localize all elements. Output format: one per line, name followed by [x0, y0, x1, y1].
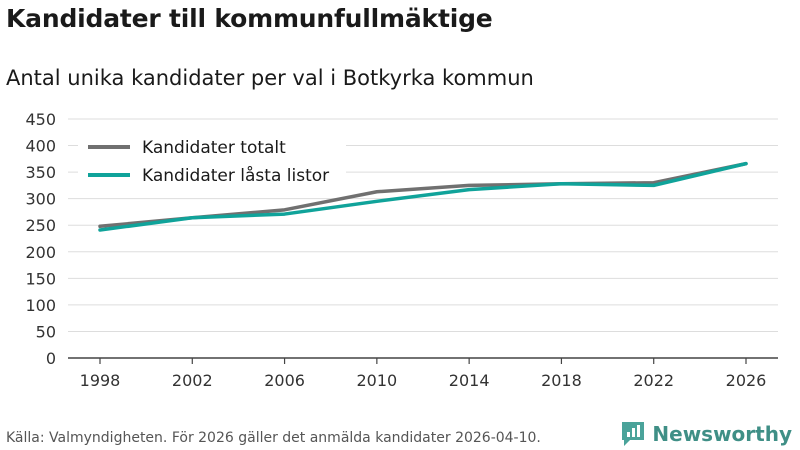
y-axis-ticks: 0 50 100 150 200 250 300 350 400 450 [25, 110, 56, 368]
y-tick-label: 0 [46, 349, 56, 368]
x-tick-label: 1998 [80, 371, 121, 390]
x-tick-label: 2010 [356, 371, 397, 390]
chart-title: Kandidater till kommunfullmäktige [6, 4, 493, 33]
x-tick-label: 2006 [264, 371, 305, 390]
y-tick-label: 350 [25, 163, 56, 182]
brand-name: Newsworthy [652, 422, 792, 446]
y-tick-label: 50 [36, 322, 56, 341]
brand-logo: Newsworthy [620, 420, 792, 448]
legend-label-0: Kandidater totalt [142, 138, 286, 158]
legend-background [78, 128, 346, 190]
legend: Kandidater totalt Kandidater låsta listor [78, 128, 346, 190]
x-tick-label: 2002 [172, 371, 213, 390]
series-lines [98, 161, 748, 232]
x-tick-label: 2026 [726, 371, 767, 390]
y-tick-label: 100 [25, 296, 56, 315]
y-tick-label: 250 [25, 216, 56, 235]
y-tick-label: 450 [25, 110, 56, 129]
y-tick-label: 400 [25, 137, 56, 156]
y-tick-label: 300 [25, 190, 56, 209]
legend-label-1: Kandidater låsta listor [142, 165, 329, 186]
y-tick-label: 150 [25, 269, 56, 288]
x-tick-label: 2022 [633, 371, 674, 390]
x-axis-ticks: 1998 2002 2006 2010 2014 2018 2022 2026 [80, 358, 767, 390]
series-line-1 [98, 161, 748, 232]
x-tick-label: 2014 [449, 371, 490, 390]
chart-subtitle: Antal unika kandidater per val i Botkyrk… [6, 66, 534, 90]
x-tick-label: 2018 [541, 371, 582, 390]
source-note: Källa: Valmyndigheten. För 2026 gäller d… [6, 430, 541, 446]
y-tick-label: 200 [25, 243, 56, 262]
newsworthy-icon [622, 422, 645, 446]
